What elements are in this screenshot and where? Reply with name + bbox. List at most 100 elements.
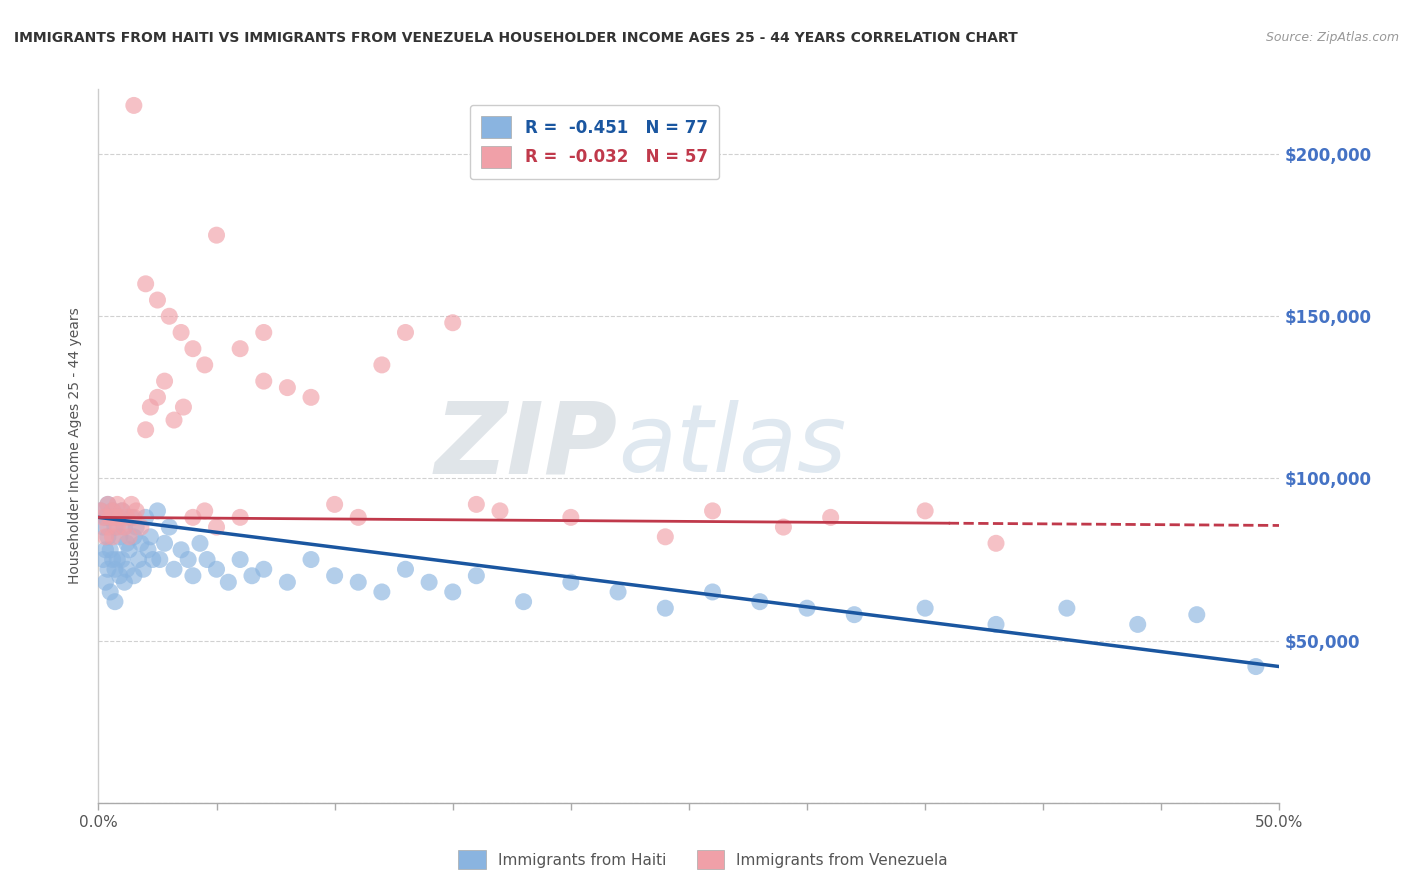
- Point: [188, 536, 211, 550]
- Point: [125, 520, 148, 534]
- Point: [654, 601, 676, 615]
- Point: [153, 536, 176, 550]
- Point: [97, 497, 120, 511]
- Point: [135, 510, 157, 524]
- Point: [347, 575, 370, 590]
- Point: [121, 510, 143, 524]
- Point: [512, 595, 534, 609]
- Point: [465, 568, 488, 582]
- Point: [1126, 617, 1149, 632]
- Point: [101, 530, 124, 544]
- Point: [1185, 607, 1208, 622]
- Point: [299, 390, 322, 404]
- Point: [149, 552, 172, 566]
- Point: [772, 520, 794, 534]
- Point: [181, 510, 204, 524]
- Point: [104, 520, 127, 534]
- Point: [163, 562, 186, 576]
- Text: atlas: atlas: [619, 401, 846, 491]
- Point: [111, 504, 134, 518]
- Point: [90, 504, 112, 518]
- Point: [129, 520, 152, 534]
- Point: [560, 575, 582, 590]
- Legend: R =  -0.451   N = 77, R =  -0.032   N = 57: R = -0.451 N = 77, R = -0.032 N = 57: [470, 104, 720, 179]
- Point: [181, 568, 204, 582]
- Point: [146, 390, 169, 404]
- Point: [98, 510, 121, 524]
- Point: [1056, 601, 1078, 615]
- Point: [97, 520, 120, 534]
- Point: [94, 510, 117, 524]
- Point: [136, 542, 159, 557]
- Text: Source: ZipAtlas.com: Source: ZipAtlas.com: [1265, 31, 1399, 45]
- Point: [702, 504, 724, 518]
- Point: [194, 358, 217, 372]
- Point: [1244, 659, 1267, 673]
- Point: [146, 504, 169, 518]
- Point: [91, 520, 114, 534]
- Point: [118, 542, 141, 557]
- Point: [323, 497, 346, 511]
- Point: [122, 510, 145, 524]
- Point: [205, 520, 228, 534]
- Point: [796, 601, 818, 615]
- Point: [229, 510, 252, 524]
- Point: [135, 423, 157, 437]
- Point: [441, 316, 464, 330]
- Point: [205, 228, 228, 243]
- Point: [105, 520, 128, 534]
- Point: [153, 374, 176, 388]
- Point: [121, 497, 143, 511]
- Point: [195, 552, 218, 566]
- Text: IMMIGRANTS FROM HAITI VS IMMIGRANTS FROM VENEZUELA HOUSEHOLDER INCOME AGES 25 - : IMMIGRANTS FROM HAITI VS IMMIGRANTS FROM…: [14, 31, 1018, 45]
- Point: [229, 552, 252, 566]
- Point: [98, 510, 121, 524]
- Point: [90, 504, 112, 518]
- Point: [253, 374, 276, 388]
- Point: [104, 510, 127, 524]
- Point: [104, 562, 127, 576]
- Point: [105, 552, 128, 566]
- Point: [98, 585, 121, 599]
- Point: [115, 562, 138, 576]
- Point: [276, 575, 298, 590]
- Point: [163, 413, 186, 427]
- Point: [441, 585, 464, 599]
- Point: [129, 536, 152, 550]
- Point: [112, 575, 135, 590]
- Point: [654, 530, 676, 544]
- Point: [111, 504, 134, 518]
- Point: [229, 342, 252, 356]
- Point: [253, 562, 276, 576]
- Point: [299, 552, 322, 566]
- Point: [194, 504, 217, 518]
- Point: [276, 381, 298, 395]
- Point: [104, 595, 127, 609]
- Point: [489, 504, 512, 518]
- Point: [91, 552, 114, 566]
- Y-axis label: Householder Income Ages 25 - 44 years: Householder Income Ages 25 - 44 years: [69, 308, 83, 584]
- Point: [217, 575, 239, 590]
- Point: [111, 552, 134, 566]
- Point: [98, 542, 121, 557]
- Point: [240, 568, 263, 582]
- Point: [125, 504, 148, 518]
- Point: [135, 277, 157, 291]
- Point: [94, 530, 117, 544]
- Point: [323, 568, 346, 582]
- Point: [115, 510, 138, 524]
- Point: [181, 342, 204, 356]
- Point: [108, 568, 131, 582]
- Point: [94, 575, 117, 590]
- Point: [101, 504, 124, 518]
- Point: [101, 504, 124, 518]
- Point: [371, 358, 394, 372]
- Point: [122, 530, 145, 544]
- Point: [465, 497, 488, 511]
- Point: [108, 530, 131, 544]
- Point: [418, 575, 440, 590]
- Point: [371, 585, 394, 599]
- Point: [170, 542, 193, 557]
- Point: [146, 293, 169, 307]
- Point: [105, 497, 128, 511]
